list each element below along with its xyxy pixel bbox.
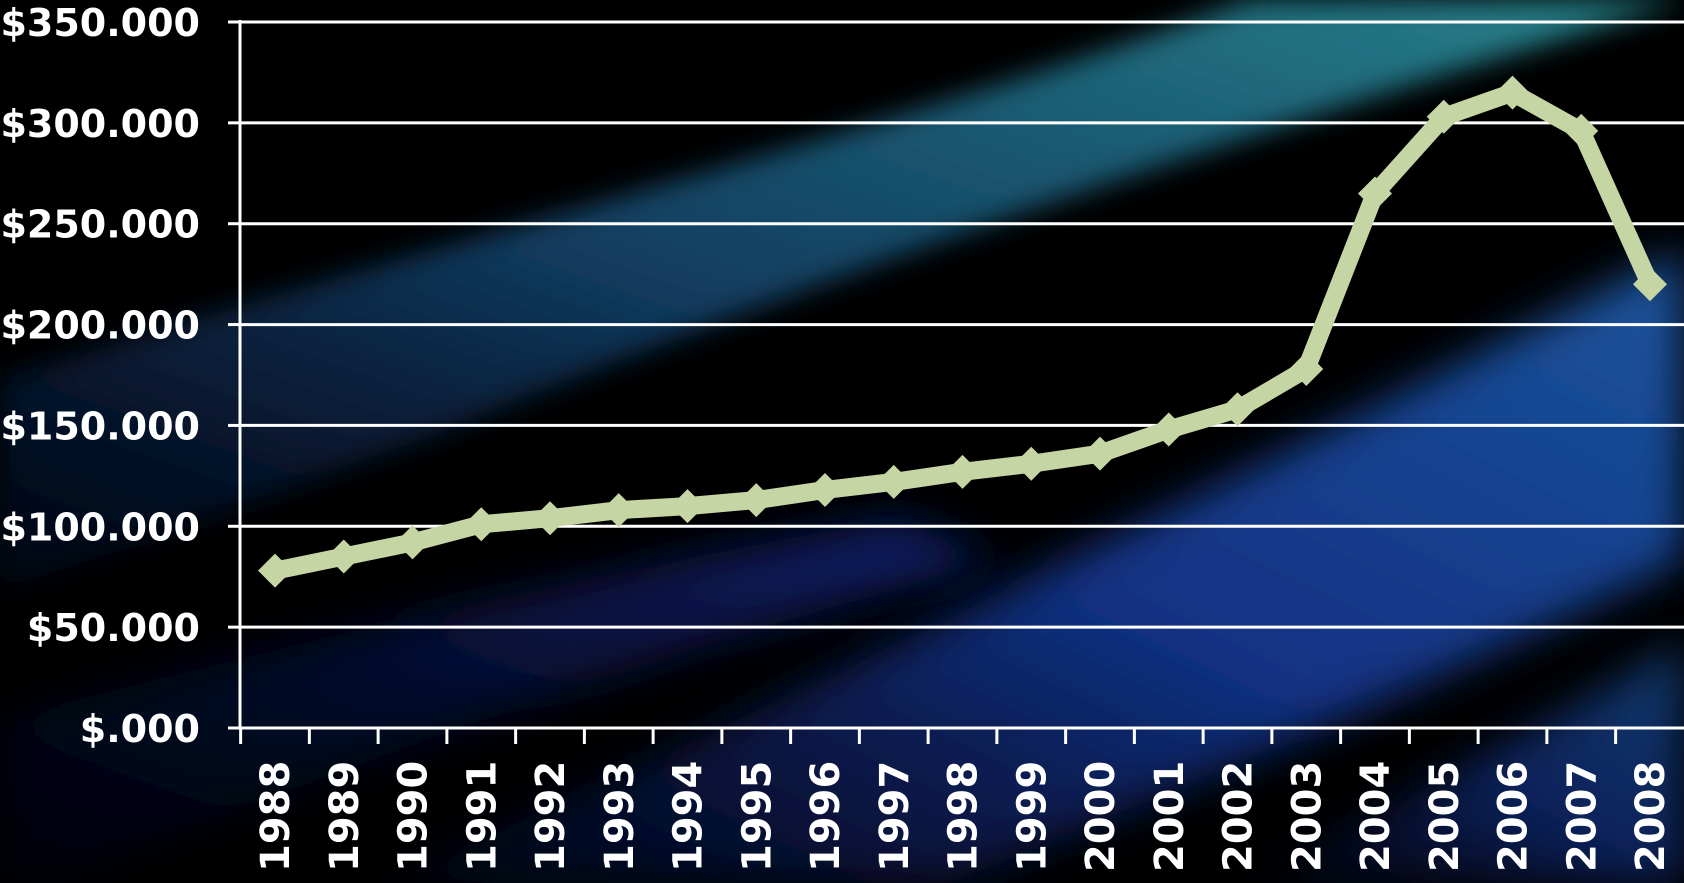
series-line bbox=[266, 83, 1659, 580]
data-point-marker-1999 bbox=[1014, 446, 1049, 481]
data-point-marker-1996 bbox=[808, 472, 842, 507]
x-axis-tick-label: 1999 bbox=[1009, 761, 1055, 872]
teal-swoosh-band bbox=[0, 0, 1684, 590]
x-axis-tick-label: 2004 bbox=[1353, 761, 1399, 872]
data-point-marker-2004 bbox=[1358, 176, 1392, 211]
data-series bbox=[258, 75, 1667, 588]
data-point-marker-1997 bbox=[876, 464, 911, 499]
data-point-marker-2007 bbox=[1564, 113, 1599, 148]
data-point-marker-1988 bbox=[258, 553, 292, 588]
x-axis-tick-label: 2008 bbox=[1628, 761, 1674, 872]
y-axis-tick-label: $50.000 bbox=[27, 606, 200, 650]
data-point-marker-1994 bbox=[670, 489, 705, 524]
x-axis-tick-label: 2003 bbox=[1284, 761, 1330, 872]
lower-right-swoosh-band bbox=[1250, 640, 1684, 883]
x-axis-tick-label: 1997 bbox=[872, 761, 918, 872]
x-axis-tick-labels: 1988 1989 1990 1991 1992 1993 1994 1995 1996 1997… bbox=[253, 761, 1674, 872]
x-axis-tick-label: 1992 bbox=[528, 761, 574, 872]
data-point-marker-2005 bbox=[1426, 99, 1461, 134]
x-axis-tick-label: 1996 bbox=[803, 761, 849, 872]
x-axis-tick-label: 2002 bbox=[1216, 761, 1262, 872]
x-axis-tick-label: 1991 bbox=[459, 761, 505, 872]
data-point-marker-2000 bbox=[1083, 436, 1117, 471]
blue-swoosh-band bbox=[380, 250, 1684, 883]
data-point-marker-1992 bbox=[533, 501, 567, 536]
data-point-marker-1991 bbox=[464, 507, 499, 542]
data-point-marker-1989 bbox=[326, 539, 361, 574]
data-point-marker-2002 bbox=[1220, 392, 1255, 427]
y-axis-tick-label: $250.000 bbox=[0, 203, 200, 247]
deep-blue-swoosh-band bbox=[0, 520, 1000, 883]
data-point-marker-2008 bbox=[1633, 267, 1667, 302]
y-axis-tick-label: $150.000 bbox=[0, 404, 200, 448]
x-axis-tick-label: 1988 bbox=[253, 761, 299, 872]
y-axis-tick-label: $300.000 bbox=[0, 102, 200, 146]
x-axis-tick-label: 1993 bbox=[597, 761, 643, 872]
y-axis-tick-labels: $.000 $50.000 $100.000 $150.000 $200.000 $250… bbox=[0, 1, 200, 751]
x-axis-tick-label: 2005 bbox=[1422, 761, 1468, 872]
data-point-marker-1990 bbox=[395, 525, 430, 560]
y-axis-tick-label: $100.000 bbox=[0, 505, 200, 549]
y-axis-tick-label: $350.000 bbox=[0, 1, 200, 45]
data-point-marker-2006 bbox=[1495, 75, 1530, 110]
x-axis-tick-label: 1995 bbox=[734, 761, 780, 872]
x-axis-tick-label: 2006 bbox=[1491, 761, 1537, 872]
y-axis-tick-label: $.000 bbox=[80, 707, 200, 751]
data-point-marker-1998 bbox=[945, 454, 980, 489]
x-axis-tick-label: 2007 bbox=[1559, 761, 1605, 872]
x-axis-tick-label: 2001 bbox=[1147, 761, 1193, 872]
y-axis-tick-label: $200.000 bbox=[0, 304, 200, 348]
data-point-marker-2003 bbox=[1289, 351, 1324, 386]
data-point-marker-2001 bbox=[1151, 412, 1186, 447]
x-axis-tick-label: 1994 bbox=[666, 761, 712, 872]
axes bbox=[228, 20, 1684, 744]
data-point-marker-1995 bbox=[739, 483, 774, 518]
x-axis-tick-label: 1990 bbox=[391, 761, 437, 872]
x-axis-tick-label: 2000 bbox=[1078, 761, 1124, 872]
x-axis-tick-label: 1998 bbox=[941, 761, 987, 872]
data-point-marker-1993 bbox=[601, 493, 636, 528]
x-axis-tick-label: 1989 bbox=[322, 761, 368, 872]
